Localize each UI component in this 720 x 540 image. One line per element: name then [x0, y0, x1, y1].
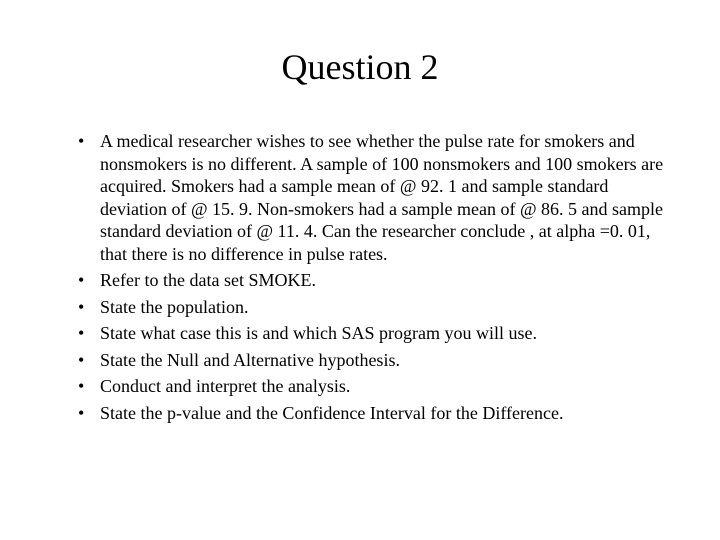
list-item: A medical researcher wishes to see wheth… — [78, 130, 670, 265]
bullet-list: A medical researcher wishes to see wheth… — [50, 130, 670, 424]
slide-title: Question 2 — [50, 46, 670, 88]
list-item: Refer to the data set SMOKE. — [78, 269, 670, 292]
list-item: State the p-value and the Confidence Int… — [78, 402, 670, 425]
list-item: State what case this is and which SAS pr… — [78, 322, 670, 345]
list-item: State the population. — [78, 296, 670, 319]
list-item: State the Null and Alternative hypothesi… — [78, 349, 670, 372]
list-item: Conduct and interpret the analysis. — [78, 375, 670, 398]
